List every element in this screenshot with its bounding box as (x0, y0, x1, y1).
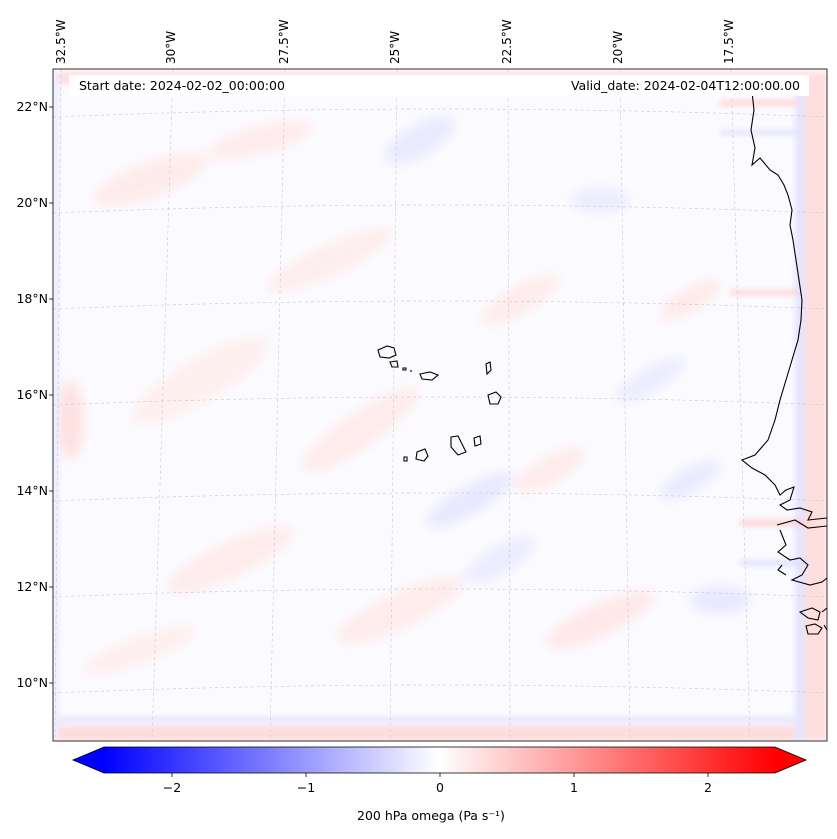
lat-label-18n: 18°N (16, 291, 48, 306)
lon-label-32-5w: 32.5°W (54, 19, 68, 64)
header-box (69, 75, 809, 96)
cabo-verde-islands (377, 345, 502, 462)
lat-label-10n: 10°N (16, 675, 48, 690)
map-frame (52, 68, 828, 742)
coastline (740, 91, 827, 635)
lat-ticks (49, 106, 53, 684)
colorbar-ticks (171, 773, 709, 777)
colorbar-tick-label: 2 (704, 780, 712, 795)
lon-label-30w: 30°W (164, 30, 178, 64)
colorbar-outline (71, 746, 808, 774)
lat-label-20n: 20°N (16, 195, 48, 210)
colorbar-gradient (104, 747, 775, 773)
lat-label-22n: 22°N (16, 99, 48, 114)
colorbar-extend-left (73, 747, 104, 773)
colorbar-title: 200 hPa omega (Pa s⁻¹) (357, 808, 505, 823)
valid-date-label: Valid_date: 2024-02-04T12:00:00.00 (570, 78, 800, 93)
lat-label-12n: 12°N (16, 579, 48, 594)
lon-label-20w: 20°W (611, 30, 625, 64)
colorbar (71, 746, 808, 777)
colorbar-tick-label: 1 (570, 780, 578, 795)
lon-label-22-5w: 22.5°W (500, 19, 514, 64)
colorbar-tick-label: 0 (436, 780, 444, 795)
start-date-label: Start date: 2024-02-02_00:00:00 (79, 78, 285, 93)
lon-label-25w: 25°W (388, 30, 402, 64)
colorbar-extend-right (775, 747, 806, 773)
lat-label-14n: 14°N (16, 483, 48, 498)
lon-label-27-5w: 27.5°W (277, 19, 291, 64)
omega-field (53, 69, 827, 741)
colorbar-tick-label: −1 (296, 780, 316, 795)
lon-label-17-5w: 17.5°W (722, 19, 736, 64)
graticule (53, 69, 827, 741)
lat-label-16n: 16°N (16, 387, 48, 402)
colorbar-tick-label: −2 (162, 780, 182, 795)
